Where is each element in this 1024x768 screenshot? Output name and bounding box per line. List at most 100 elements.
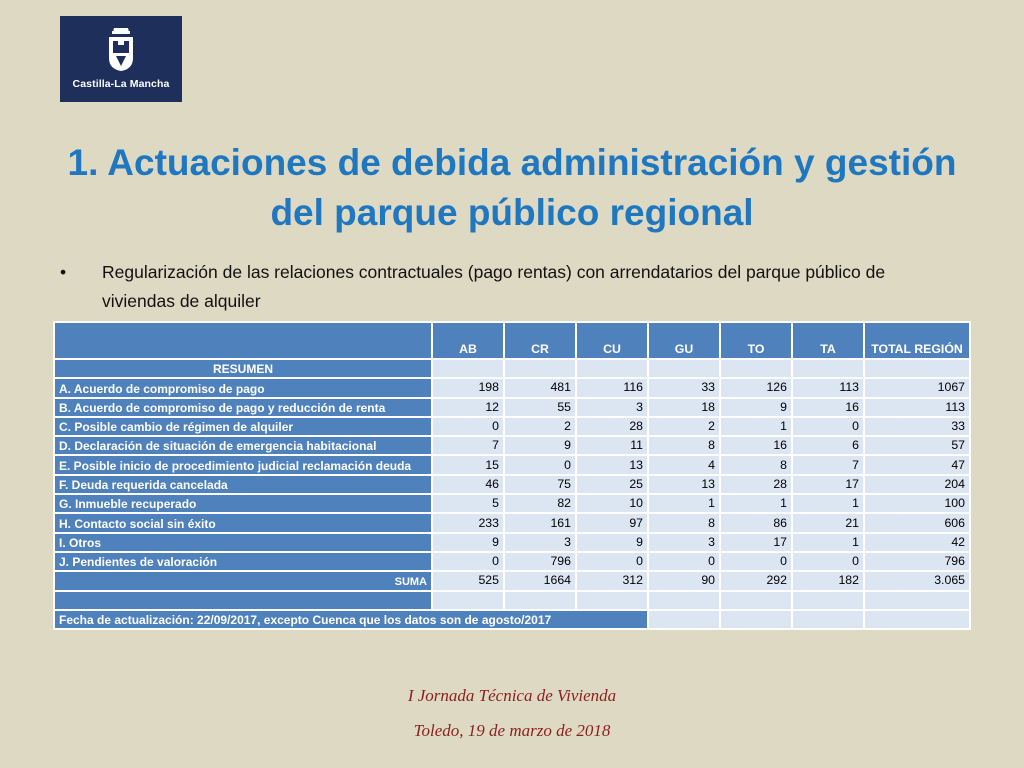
bullet-marker: • (60, 262, 67, 282)
coat-of-arms-icon (109, 28, 133, 71)
row-label: B. Acuerdo de compromiso de pago y reduc… (53, 396, 433, 418)
value-cell: 606 (863, 512, 971, 534)
value-cell: 1 (719, 415, 793, 438)
value-cell: 13 (647, 473, 721, 496)
empty-cell (431, 589, 505, 611)
row-label: I. Otros (53, 531, 433, 553)
empty-cell (863, 608, 971, 631)
value-cell: 100 (863, 493, 971, 515)
value-cell: 9 (503, 435, 577, 457)
column-header: TOTAL REGIÓN (863, 321, 971, 360)
empty-cell (791, 357, 865, 380)
value-cell: 3 (503, 531, 577, 553)
value-cell: 7 (431, 435, 505, 457)
value-cell: 12 (431, 396, 505, 418)
value-cell: 33 (863, 415, 971, 438)
footer-location-date: Toledo, 19 de marzo de 2018 (413, 721, 611, 740)
empty-cell (791, 608, 865, 631)
row-label: E. Posible inicio de procedimiento judic… (53, 454, 433, 476)
column-header: AB (431, 321, 505, 360)
value-cell: 0 (791, 415, 865, 438)
value-cell: 18 (647, 396, 721, 418)
value-cell: 3 (647, 531, 721, 553)
table-row: I. Otros 9 3 9 3 17 1 42 (53, 531, 971, 553)
value-cell: 97 (575, 512, 649, 534)
value-cell: 233 (431, 512, 505, 534)
value-cell: 57 (863, 435, 971, 457)
row-label: H. Contacto social sin éxito (53, 512, 433, 534)
value-cell: 10 (575, 493, 649, 515)
empty-cell (431, 357, 505, 380)
row-label: A. Acuerdo de compromiso de pago (53, 377, 433, 399)
value-cell: 1067 (863, 377, 971, 399)
column-header: CR (503, 321, 577, 360)
blank-label-cell (53, 589, 433, 611)
value-cell: 13 (575, 454, 649, 476)
value-cell: 0 (719, 550, 793, 573)
table-row: E. Posible inicio de procedimiento judic… (53, 454, 971, 476)
value-cell: 4 (647, 454, 721, 476)
header-corner-cell (53, 321, 433, 360)
value-cell: 9 (431, 531, 505, 553)
column-header: CU (575, 321, 649, 360)
value-cell: 3 (575, 396, 649, 418)
empty-cell (719, 608, 793, 631)
table-row: C. Posible cambio de régimen de alquiler… (53, 415, 971, 438)
value-cell: 0 (575, 550, 649, 573)
value-cell: 1 (791, 531, 865, 553)
value-cell: 28 (575, 415, 649, 438)
value-cell: 86 (719, 512, 793, 534)
value-cell: 16 (719, 435, 793, 457)
footer-event: I Jornada Técnica de Vivienda (407, 686, 617, 705)
value-cell: 161 (503, 512, 577, 534)
value-cell: 9 (575, 531, 649, 553)
section-label: RESUMEN (53, 357, 433, 380)
value-cell: 1 (647, 493, 721, 515)
value-cell: 0 (431, 415, 505, 438)
value-cell: 42 (863, 531, 971, 553)
value-cell: 1 (791, 493, 865, 515)
value-cell: 796 (863, 550, 971, 573)
value-cell: 9 (719, 396, 793, 418)
column-header: GU (647, 321, 721, 360)
table-row: A. Acuerdo de compromiso de pago 198 481 11… (53, 377, 971, 399)
empty-cell (863, 589, 971, 611)
value-cell: 25 (575, 473, 649, 496)
value-cell: 6 (791, 435, 865, 457)
column-header: TA (791, 321, 865, 360)
total-value-cell: 1664 (503, 570, 577, 592)
value-cell: 16 (791, 396, 865, 418)
value-cell: 11 (575, 435, 649, 457)
empty-cell (791, 589, 865, 611)
value-cell: 33 (647, 377, 721, 399)
total-value-cell: 182 (791, 570, 865, 592)
value-cell: 0 (503, 454, 577, 476)
value-cell: 46 (431, 473, 505, 496)
value-cell: 21 (791, 512, 865, 534)
table-row: B. Acuerdo de compromiso de pago y reduc… (53, 396, 971, 418)
empty-cell (575, 357, 649, 380)
value-cell: 8 (719, 454, 793, 476)
empty-cell (503, 589, 577, 611)
table-header-row: AB CR CU GU TO TA TOTAL REGIÓN (53, 321, 971, 360)
empty-cell (719, 589, 793, 611)
page-title: 1. Actuaciones de debida administración … (67, 142, 957, 233)
value-cell: 8 (647, 512, 721, 534)
table-row: D. Declaración de situación de emergenci… (53, 435, 971, 457)
value-cell: 113 (863, 396, 971, 418)
value-cell: 28 (719, 473, 793, 496)
column-header: TO (719, 321, 793, 360)
value-cell: 2 (647, 415, 721, 438)
value-cell: 5 (431, 493, 505, 515)
value-cell: 75 (503, 473, 577, 496)
value-cell: 2 (503, 415, 577, 438)
total-value-cell: 525 (431, 570, 505, 592)
empty-cell (647, 357, 721, 380)
total-value-cell: 90 (647, 570, 721, 592)
row-label: D. Declaración de situación de emergenci… (53, 435, 433, 457)
total-label: SUMA (53, 570, 433, 592)
value-cell: 113 (791, 377, 865, 399)
value-cell: 0 (431, 550, 505, 573)
value-cell: 8 (647, 435, 721, 457)
value-cell: 0 (647, 550, 721, 573)
